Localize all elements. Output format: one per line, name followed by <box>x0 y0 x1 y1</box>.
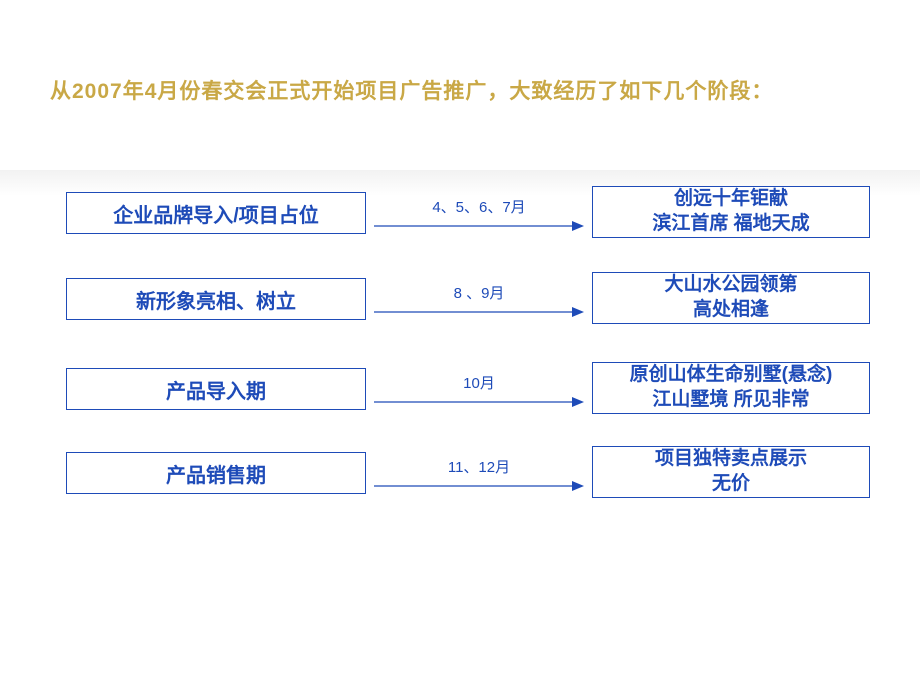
phase-box-3: 产品导入期 <box>66 368 366 410</box>
result-line1-2: 大山水公园领第 <box>664 273 797 298</box>
result-box-3: 原创山体生命别墅(悬念) 江山墅境 所见非常 <box>592 362 870 414</box>
phase-label-2: 新形象亮相、树立 <box>136 285 296 314</box>
result-line2-2: 高处相逢 <box>693 298 769 323</box>
phase-label-1: 企业品牌导入/项目占位 <box>113 199 319 228</box>
result-line1-4: 项目独特卖点展示 <box>655 447 807 472</box>
arrow-label-3: 10月 <box>463 372 495 393</box>
result-line2-1: 滨江首席 福地天成 <box>652 212 809 237</box>
phase-box-2: 新形象亮相、树立 <box>66 278 366 320</box>
result-box-1: 创远十年钜献 滨江首席 福地天成 <box>592 186 870 238</box>
phase-box-4: 产品销售期 <box>66 452 366 494</box>
result-line2-3: 江山墅境 所见非常 <box>652 388 809 413</box>
arrow-1: 4、5、6、7月 <box>374 196 584 233</box>
result-line1-3: 原创山体生命别墅(悬念) <box>630 363 833 388</box>
arrow-icon <box>374 479 584 493</box>
arrow-label-4: 11、12月 <box>448 456 510 477</box>
arrow-icon <box>374 395 584 409</box>
result-box-2: 大山水公园领第 高处相逢 <box>592 272 870 324</box>
arrow-icon <box>374 305 584 319</box>
result-line1-1: 创远十年钜献 <box>674 187 788 212</box>
arrow-2: 8 、9月 <box>374 282 584 319</box>
result-line2-4: 无价 <box>712 472 750 497</box>
arrow-4: 11、12月 <box>374 456 584 493</box>
arrow-label-2: 8 、9月 <box>454 282 505 303</box>
arrow-3: 10月 <box>374 372 584 409</box>
phase-box-1: 企业品牌导入/项目占位 <box>66 192 366 234</box>
arrow-label-1: 4、5、6、7月 <box>432 196 525 217</box>
phase-label-4: 产品销售期 <box>166 459 266 488</box>
result-box-4: 项目独特卖点展示 无价 <box>592 446 870 498</box>
phase-label-3: 产品导入期 <box>166 375 266 404</box>
page-title: 从2007年4月份春交会正式开始项目广告推广，大致经历了如下几个阶段： <box>50 75 773 105</box>
arrow-icon <box>374 219 584 233</box>
